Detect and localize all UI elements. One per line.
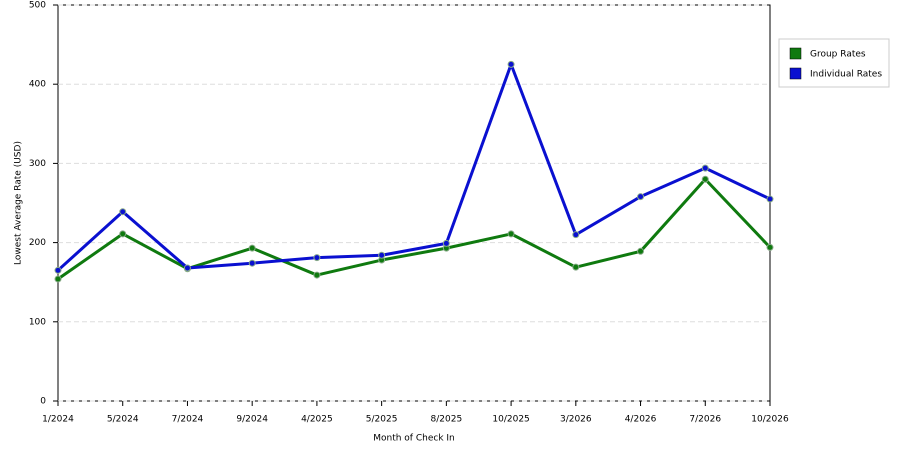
point [507,230,515,238]
point [313,271,321,279]
y-tick-label: 300 [29,159,46,169]
point [766,243,774,251]
y-tick-label: 0 [40,397,46,407]
x-tick-label: 7/2026 [689,415,721,425]
x-tick-label: 4/2025 [301,415,333,425]
x-axis-label: Month of Check In [373,434,455,444]
legend-box [778,38,890,88]
legend-swatch [789,67,802,80]
series-line [56,62,771,272]
x-tick-label: 10/2026 [751,415,789,425]
point [119,230,127,238]
point [248,259,256,267]
y-tick-label: 500 [29,1,46,11]
x-tick-label: 3/2026 [560,415,592,425]
legend-label: Individual Rates [810,70,882,80]
point [313,254,321,262]
legend-swatch [789,47,802,60]
x-tick-label: 5/2025 [366,415,398,425]
point [54,275,62,283]
series-line [57,177,772,281]
x-tick-label: 7/2024 [172,415,204,425]
y-axis-label: Lowest Average Rate (USD) [14,141,24,265]
x-tick-label: 5/2024 [107,415,139,425]
x-tick-label: 1/2024 [42,415,74,425]
point [572,231,580,239]
point [248,244,256,252]
point [442,239,450,247]
x-tick-label: 10/2025 [492,415,529,425]
point [54,266,62,274]
x-tick-label: 9/2024 [236,415,268,425]
x-tick-label: 4/2026 [625,415,657,425]
point [119,208,127,216]
point [378,251,386,259]
y-tick-label: 200 [29,238,46,248]
point [701,175,709,183]
point [637,193,645,201]
point [701,164,709,172]
y-tick-label: 100 [29,317,46,327]
plot-frame [57,4,771,402]
point [572,263,580,271]
legend-label: Group Rates [810,50,866,60]
point [766,195,774,203]
point [637,247,645,255]
point [183,264,191,272]
y-tick-label: 400 [29,80,46,90]
x-tick-label: 8/2025 [431,415,463,425]
point [507,60,515,68]
